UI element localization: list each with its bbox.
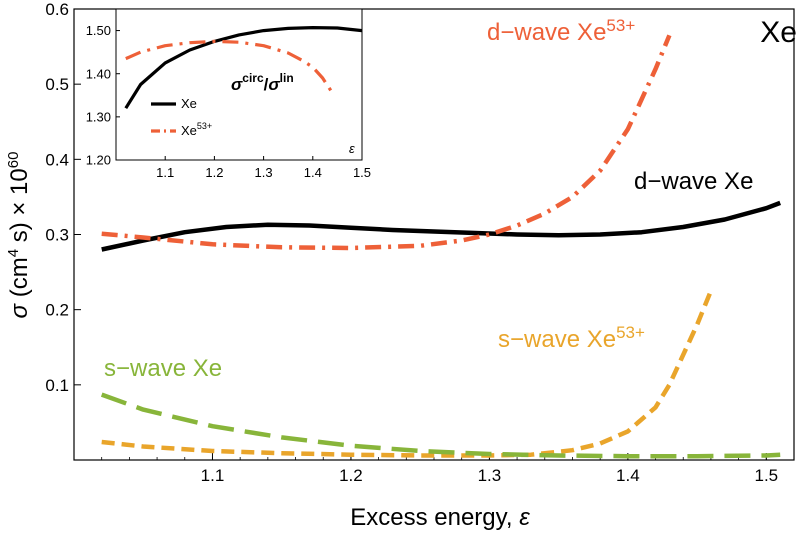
y-axis-title: σ (cm4 s) × 1060 xyxy=(5,152,33,319)
label-s-wave-xe: s−wave Xe xyxy=(104,355,222,382)
inset-series-xe xyxy=(124,26,363,110)
main-y-ticks: 0.1 0.2 0.3 0.4 0.5 0.6 xyxy=(45,0,81,395)
label-s-wave-xe53: s−wave Xe53+ xyxy=(498,323,645,353)
inset-x-tick-label: 1.2 xyxy=(205,165,223,180)
main-series-s-wave-xe53 xyxy=(101,290,713,458)
main-y-tick-label: 0.6 xyxy=(45,0,69,19)
inset-series xyxy=(124,26,363,110)
main-series-s-wave-xe xyxy=(100,392,781,459)
inset-y-tick-label: 1.50 xyxy=(86,23,111,38)
main-series-d-wave-xe53 xyxy=(101,34,672,251)
main-series xyxy=(100,34,782,459)
inset-y-tick-label: 1.20 xyxy=(86,153,111,168)
main-y-tick-label: 0.2 xyxy=(45,301,69,320)
main-x-tick-label: 1.5 xyxy=(754,466,778,485)
inset-ratio-annotation: σcirc/σlin xyxy=(231,71,294,94)
inset-x-tick-label: 1.5 xyxy=(353,165,371,180)
main-y-tick-label: 0.4 xyxy=(45,150,69,169)
inset-x-tick-label: 1.4 xyxy=(304,165,322,180)
label-d-wave-xe: d−wave Xe xyxy=(634,168,753,195)
main-x-tick-label: 1.3 xyxy=(478,466,502,485)
inset-series-xe53 xyxy=(125,39,334,94)
main-x-ticks: 1.1 1.2 1.3 1.4 1.5 xyxy=(101,453,778,485)
inset-x-tick-label: 1.1 xyxy=(156,165,174,180)
main-series-d-wave-xe xyxy=(101,200,782,252)
main-y-tick-label: 0.5 xyxy=(45,75,69,94)
inset-x-tick-label: 1.3 xyxy=(255,165,273,180)
inset-x-ticks: 1.1 1.2 1.3 1.4 1.5 xyxy=(156,156,371,180)
x-axis-title: Excess energy, ε xyxy=(350,504,530,531)
inset-y-ticks: 1.20 1.30 1.40 1.50 xyxy=(86,23,120,168)
inset-legend: Xe Xe53+ xyxy=(151,96,212,138)
inset-frame xyxy=(115,8,363,161)
inset-y-tick-label: 1.30 xyxy=(86,109,111,124)
main-title: Xe xyxy=(760,16,797,49)
inset-legend-label-xe: Xe xyxy=(181,96,197,111)
main-y-tick-label: 0.1 xyxy=(45,376,69,395)
inset-x-axis-label: ε xyxy=(349,141,355,156)
label-d-wave-xe53: d−wave Xe53+ xyxy=(487,16,635,46)
inset-legend-label-xe53: Xe53+ xyxy=(181,121,212,138)
main-x-tick-label: 1.1 xyxy=(201,466,225,485)
main-y-tick-label: 0.3 xyxy=(45,225,69,244)
inset-y-tick-label: 1.40 xyxy=(86,66,111,81)
main-x-tick-label: 1.4 xyxy=(616,466,640,485)
main-x-tick-label: 1.2 xyxy=(339,466,363,485)
